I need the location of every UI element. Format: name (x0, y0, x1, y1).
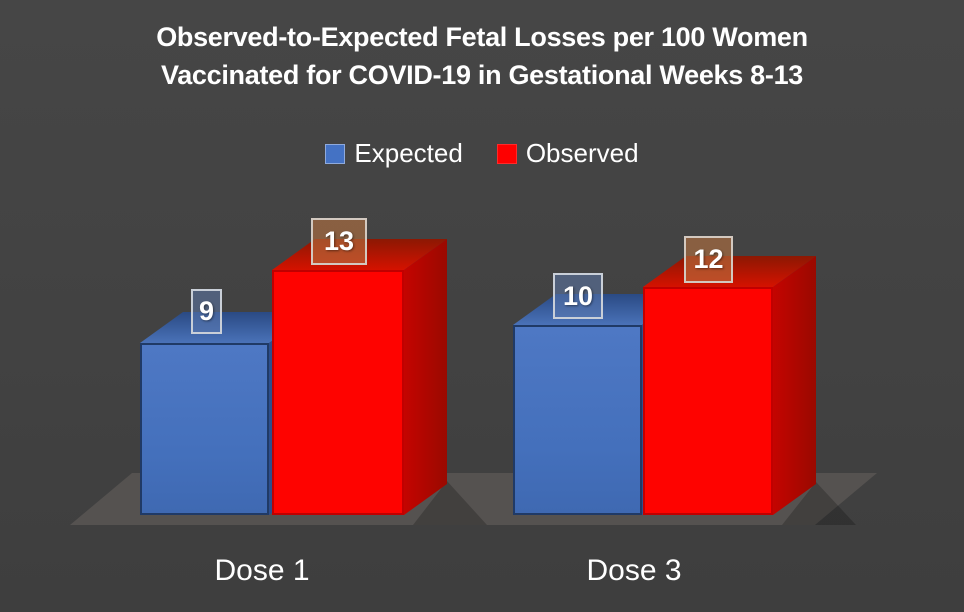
data-label-dose1-expected: 9 (191, 289, 222, 334)
observed-swatch-icon (496, 143, 517, 164)
legend: Expected Observed (0, 138, 964, 169)
data-label-dose3-expected: 10 (553, 273, 603, 319)
category-label-dose3: Dose 3 (586, 554, 682, 587)
bar-dose3-observed-side-face (773, 256, 816, 515)
bar-dose1-observed-side-face (404, 239, 447, 515)
bar-dose3-expected (513, 325, 642, 515)
legend-item-expected: Expected (325, 138, 463, 169)
category-label-dose1: Dose 1 (214, 554, 310, 587)
legend-item-observed: Observed (496, 138, 639, 169)
chart-title-line2: Vaccinated for COVID-19 in Gestational W… (160, 60, 804, 90)
bar-dose1-observed (272, 270, 404, 515)
data-label-dose3-observed: 12 (684, 236, 733, 283)
legend-label-observed: Observed (525, 138, 639, 168)
bar-dose1-expected (140, 343, 269, 515)
bar-dose3-observed (643, 287, 773, 515)
legend-label-expected: Expected (354, 138, 463, 168)
chart-title-line1: Observed-to-Expected Fetal Losses per 10… (156, 22, 808, 52)
data-label-dose1-observed: 13 (311, 218, 367, 265)
chart-title: Observed-to-Expected Fetal Losses per 10… (0, 18, 964, 94)
expected-swatch-icon (325, 143, 346, 164)
